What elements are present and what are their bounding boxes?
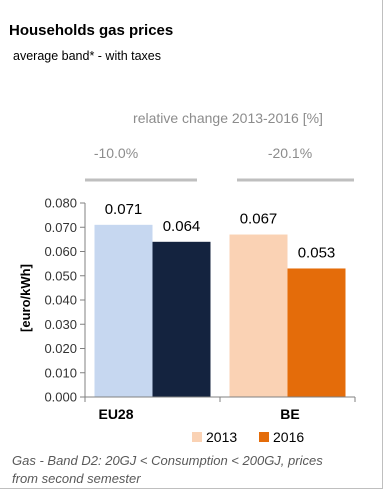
category-label-eu28: EU28 bbox=[98, 406, 133, 422]
chart-subtitle: average band* - with taxes bbox=[13, 49, 161, 63]
y-axis-ticks: 0.000 0.010 0.020 0.030 0.040 0.050 0.060 0.070… bbox=[44, 196, 85, 405]
axes bbox=[84, 203, 356, 402]
data-label-eu28-2013: 0.071 bbox=[105, 201, 143, 218]
legend-swatch-2013 bbox=[192, 432, 202, 442]
y-tick-label: 0.020 bbox=[44, 341, 77, 356]
relative-change-be: -20.1% bbox=[268, 145, 312, 161]
y-axis-label: [euro/kWh] bbox=[18, 264, 33, 332]
legend-label-2016: 2016 bbox=[273, 429, 304, 445]
legend-label-2013: 2013 bbox=[206, 429, 237, 445]
data-labels: 0.071 0.064 0.067 0.053 bbox=[105, 201, 336, 262]
y-tick-label: 0.050 bbox=[44, 268, 77, 283]
footnote-line-1: Gas - Band D2: 20GJ < Consumption < 200G… bbox=[12, 453, 323, 468]
bars bbox=[94, 224, 346, 397]
bar-eu28-2013 bbox=[94, 224, 153, 397]
y-tick-label: 0.000 bbox=[44, 390, 77, 405]
bar-be-2013 bbox=[229, 234, 288, 397]
y-tick-label: 0.060 bbox=[44, 244, 77, 259]
category-label-be: BE bbox=[280, 406, 299, 422]
data-label-be-2013: 0.067 bbox=[240, 211, 278, 228]
y-tick-label: 0.030 bbox=[44, 317, 77, 332]
chart-title: Households gas prices bbox=[9, 22, 173, 39]
data-label-be-2016: 0.053 bbox=[298, 244, 336, 261]
bar-be-2016 bbox=[287, 268, 346, 397]
relative-change-title: relative change 2013-2016 [%] bbox=[133, 110, 323, 126]
footnote-line-2: from second semester bbox=[12, 471, 141, 486]
bar-eu28-2016 bbox=[152, 241, 211, 397]
data-label-eu28-2016: 0.064 bbox=[163, 218, 201, 235]
legend-swatch-2016 bbox=[259, 432, 269, 442]
y-tick-label: 0.040 bbox=[44, 293, 77, 308]
relative-change-eu28: -10.0% bbox=[94, 145, 138, 161]
y-tick-label: 0.070 bbox=[44, 220, 77, 235]
y-tick-label: 0.080 bbox=[44, 196, 77, 211]
y-tick-label: 0.010 bbox=[44, 365, 77, 380]
